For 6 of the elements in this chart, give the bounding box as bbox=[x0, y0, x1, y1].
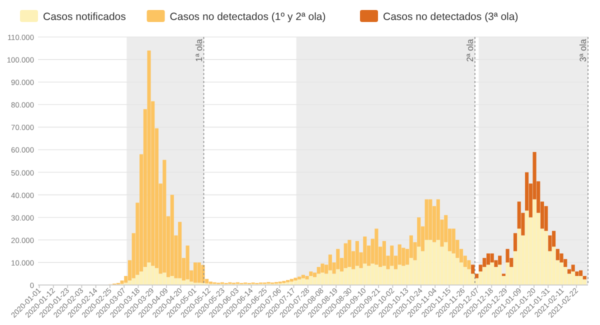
legend-label: Casos notificados bbox=[43, 11, 126, 23]
legend-label: Casos no detectados (3ª ola) bbox=[383, 11, 518, 23]
legend-label: Casos no detectados (1º y 2ª ola) bbox=[170, 11, 326, 23]
ref-line-label: 3ª ola bbox=[578, 39, 588, 62]
ref-line-label: 1ª ola bbox=[194, 39, 204, 62]
ref-line-label: 2ª ola bbox=[464, 39, 475, 62]
